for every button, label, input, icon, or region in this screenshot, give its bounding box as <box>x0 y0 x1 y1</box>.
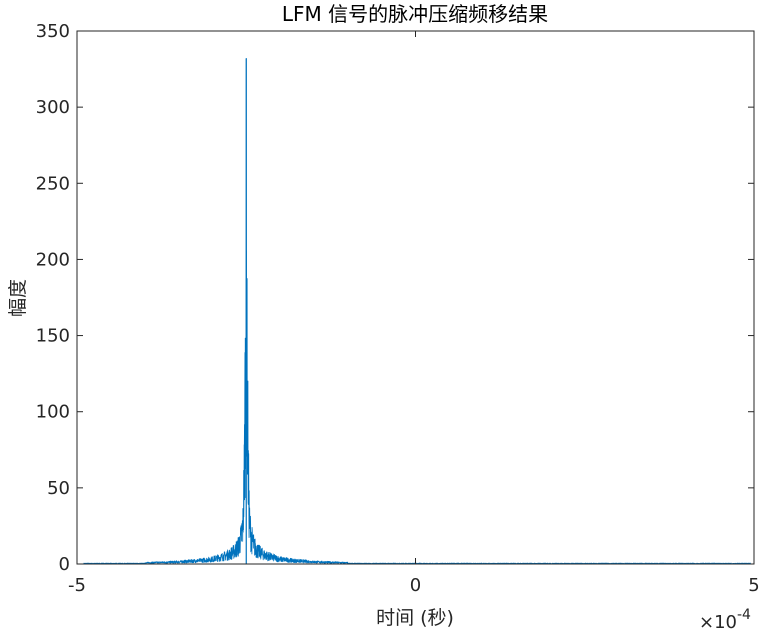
plot-area <box>77 31 754 564</box>
y-tick-label: 0 <box>59 554 70 575</box>
y-tick-label: 250 <box>36 173 70 194</box>
x-exponent-label: ×10-4 <box>699 607 751 632</box>
x-tick-label: -5 <box>68 575 86 596</box>
signal-line <box>83 58 751 565</box>
x-axis-label: 时间 (秒) <box>376 607 454 629</box>
y-tick-label: 200 <box>36 249 70 270</box>
y-tick-label: 350 <box>36 21 70 42</box>
y-tick-label: 150 <box>36 326 70 347</box>
x-exponent-base: ×10 <box>699 612 737 632</box>
y-tick-label: 100 <box>36 402 70 423</box>
x-tick-label: 0 <box>410 575 421 596</box>
x-exponent-power: -4 <box>737 607 751 623</box>
y-axis-label: 幅度 <box>7 279 29 317</box>
x-tick-label: 5 <box>748 575 759 596</box>
y-tick-label: 50 <box>47 478 70 499</box>
y-tick-label: 300 <box>36 97 70 118</box>
chart-title: LFM 信号的脉冲压缩频移结果 <box>282 2 548 26</box>
series-layer <box>83 58 751 565</box>
